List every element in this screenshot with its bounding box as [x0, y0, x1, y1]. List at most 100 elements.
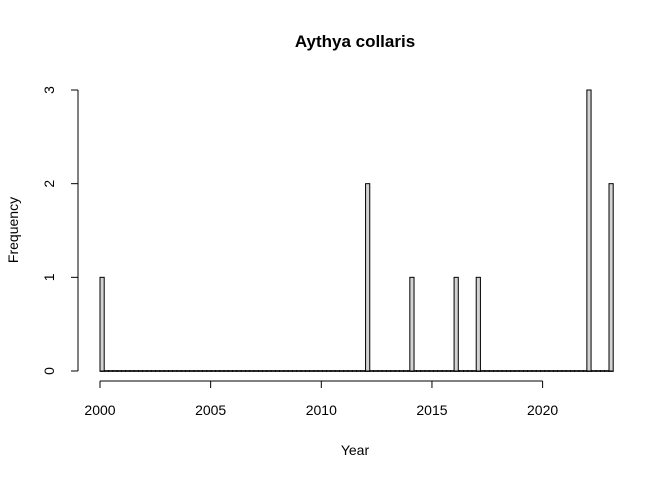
bar-2000 — [99, 276, 105, 372]
baseline-bin — [223, 370, 229, 372]
y-axis-label: Frequency — [5, 197, 21, 263]
baseline-bin — [360, 370, 366, 372]
baseline-bin — [535, 370, 541, 372]
baseline-bin — [356, 370, 362, 372]
baseline-bin — [574, 370, 580, 372]
baseline-bin — [403, 370, 409, 372]
baseline-bin — [266, 370, 272, 372]
y-axis: 0 1 2 3 — [41, 86, 79, 375]
baseline-bin — [398, 370, 405, 372]
baseline-bin — [548, 370, 554, 372]
baseline-bin — [604, 370, 610, 372]
baseline-bin — [172, 370, 178, 372]
baseline-bin — [458, 370, 464, 372]
baseline-bin — [339, 370, 345, 372]
baseline-bin — [552, 370, 559, 372]
baseline-bin — [163, 370, 169, 372]
bar-2017 — [475, 276, 481, 372]
baseline-bin — [540, 370, 546, 372]
y-tick-label: 0 — [41, 367, 57, 375]
baseline-bin — [292, 370, 298, 372]
bar-2023 — [608, 183, 614, 372]
baseline-bin — [215, 370, 221, 372]
baseline-bin — [510, 370, 516, 372]
baseline-bin — [155, 370, 161, 372]
baseline-bin — [471, 370, 477, 372]
baseline-bin — [249, 370, 255, 372]
baseline-bin — [373, 370, 379, 372]
y-tick-label: 1 — [41, 273, 57, 281]
baseline-bin — [441, 370, 447, 372]
x-axis: 2000 2005 2010 2015 2020 — [84, 380, 558, 418]
baseline-bin — [497, 370, 503, 372]
baseline-bin — [493, 370, 499, 372]
baseline-bin — [394, 370, 400, 372]
bar-2014 — [409, 276, 415, 372]
baseline-bin — [544, 370, 550, 372]
baseline-bin — [565, 370, 571, 372]
baseline-bin — [240, 370, 246, 372]
baseline-bin — [467, 370, 473, 372]
baseline-bin — [176, 370, 182, 372]
baseline-bin — [343, 370, 349, 372]
baseline-bin — [270, 370, 276, 372]
baseline-bin — [309, 370, 315, 372]
baseline-bin — [129, 370, 135, 372]
baseline-bin — [120, 370, 127, 372]
baseline-bin — [180, 370, 186, 372]
baseline-bin — [300, 370, 306, 372]
x-axis-label: Year — [341, 442, 370, 458]
x-tick-label: 2000 — [84, 402, 115, 418]
baseline-bin — [232, 370, 238, 372]
baseline-bin — [108, 370, 114, 372]
baseline-bin — [570, 370, 576, 372]
bar-2016 — [453, 276, 459, 372]
baseline-bin — [505, 370, 511, 372]
baseline-bin — [150, 370, 156, 372]
baseline-bin — [390, 370, 396, 372]
baseline-bin — [236, 370, 242, 372]
baseline-bin — [168, 370, 174, 372]
baseline-bin — [518, 370, 524, 372]
baseline-bin — [317, 370, 323, 372]
baseline-bin — [210, 370, 216, 372]
baseline-bin — [578, 370, 584, 372]
baseline-bin — [381, 370, 387, 372]
baseline-bin — [206, 370, 212, 372]
baseline-bin — [591, 370, 597, 372]
baseline-bin — [484, 370, 490, 372]
baseline-bin — [527, 370, 533, 372]
baseline-bin — [420, 370, 426, 372]
baseline-bin — [133, 370, 139, 372]
baseline-bin — [480, 370, 486, 372]
y-tick-label: 3 — [41, 86, 57, 94]
baseline-bin — [193, 370, 199, 372]
baseline-bin — [377, 370, 383, 372]
baseline-bin — [424, 370, 430, 372]
baseline-bin — [437, 370, 443, 372]
baseline-bin — [112, 370, 118, 372]
baseline-bin — [326, 370, 332, 372]
baseline-bin — [185, 370, 191, 372]
x-tick-label: 2005 — [195, 402, 226, 418]
baseline-bin — [296, 370, 302, 372]
baseline-bin — [274, 370, 281, 372]
baseline-bin — [595, 370, 601, 372]
baseline-bin — [416, 370, 422, 372]
baseline-bin — [304, 370, 310, 372]
baseline-bin — [125, 370, 131, 372]
baseline-bin — [138, 370, 144, 372]
y-tick-label: 2 — [41, 180, 57, 188]
baseline-bin — [446, 370, 452, 372]
baseline-bin — [287, 370, 293, 372]
baseline-bin — [561, 370, 567, 372]
baseline-bin — [557, 370, 563, 372]
baseline-bin — [386, 370, 392, 372]
baseline-bin — [257, 370, 263, 372]
baseline-bin — [189, 370, 195, 372]
baseline-bin — [488, 370, 494, 372]
baseline-bin — [313, 370, 319, 372]
baseline-bin — [253, 370, 259, 372]
bar-2022 — [586, 89, 592, 372]
